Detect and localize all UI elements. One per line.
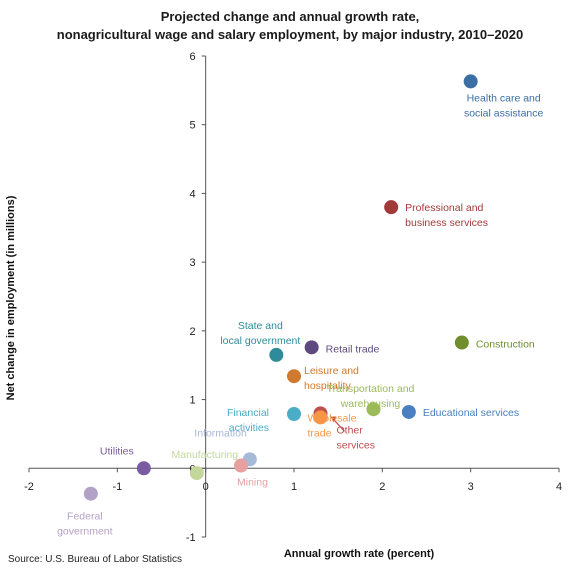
source-note: Source: U.S. Bureau of Labor Statistics	[8, 554, 182, 565]
point-mining	[234, 458, 248, 473]
point-utilities	[136, 461, 151, 476]
y-tick-label: 4	[190, 188, 196, 200]
chart-title: Projected change and annual growth rate,…	[0, 8, 580, 44]
chart-title-line-1: Projected change and annual growth rate,	[160, 9, 420, 24]
point-manufacturing	[189, 466, 204, 481]
label-state-and-local-government: State and local government	[220, 320, 300, 347]
label-financial-activities: Financial activities	[227, 407, 269, 434]
point-state-and-local-government	[269, 347, 284, 362]
point-financial-activities	[287, 407, 301, 422]
x-tick-label: -2	[24, 481, 34, 493]
y-tick-label: 5	[190, 120, 196, 132]
label-professional-and-business-services: Professional and business services	[405, 202, 488, 229]
label-manufacturing: Manufacturing	[172, 449, 239, 461]
label-educational-services: Educational services	[423, 407, 519, 419]
x-axis-title: Annual growth rate (percent)	[284, 548, 435, 560]
label-leisure-and-hospitality: Leisure and hospitality	[304, 365, 359, 392]
point-retail-trade	[304, 340, 319, 355]
label-transportation-and-warehousing: Transportation and warehousing	[327, 383, 415, 410]
point-professional-and-business-services	[384, 200, 399, 215]
point-leisure-and-hospitality	[287, 369, 301, 384]
label-construction: Construction	[476, 339, 535, 351]
x-tick-label: 3	[468, 481, 474, 493]
point-health-care-and-social-assistance	[463, 74, 478, 89]
y-tick-label: 2	[190, 326, 196, 338]
x-tick-label: -1	[112, 481, 122, 493]
x-tick-label: 1	[291, 481, 297, 493]
label-mining: Mining	[237, 477, 268, 489]
x-tick-label: 2	[379, 481, 385, 493]
point-federal-government	[83, 486, 98, 501]
label-wholesale-trade: Wholesale trade	[308, 412, 357, 439]
label-retail-trade: Retail trade	[326, 343, 380, 355]
y-axis-title: Net change in employment (in millions)	[5, 195, 17, 400]
label-utilities: Utilities	[100, 445, 134, 457]
point-construction	[454, 335, 469, 350]
y-tick-label: 3	[190, 257, 196, 269]
point-educational-services	[401, 404, 416, 419]
label-other-services: Other services	[337, 424, 376, 451]
point-transportation-and-warehousing	[366, 402, 381, 417]
x-tick-label: 4	[556, 481, 562, 493]
chart-title-line-2: nonagricultural wage and salary employme…	[56, 27, 524, 42]
label-health-care-and-social-assistance: Health care and social assistance	[464, 92, 544, 119]
other-services-arrowhead	[330, 416, 337, 423]
x-tick-label: 0	[203, 481, 209, 493]
y-tick-label: 1	[190, 395, 196, 407]
y-tick-label: 6	[190, 51, 196, 63]
label-federal-government: Federal government	[57, 511, 113, 538]
label-information: Information	[194, 427, 247, 439]
y-tick-label: -1	[186, 532, 196, 544]
point-wholesale-trade	[313, 410, 328, 425]
